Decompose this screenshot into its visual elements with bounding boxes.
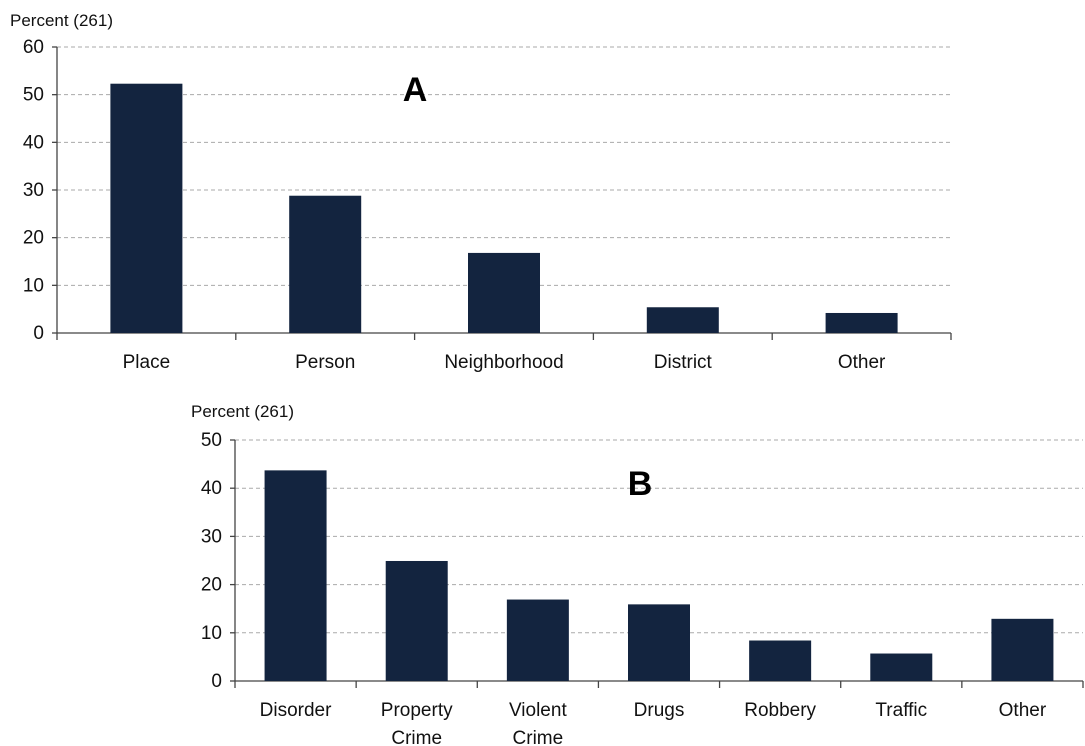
chart-b: 0 10 20 30 40 50 Disorder Property Crime Violent C… (191, 402, 1084, 746)
y-tick-label: 40 (201, 478, 222, 499)
bar-person (289, 195, 362, 333)
y-tick-label: 50 (23, 85, 44, 106)
bar-district (646, 307, 719, 333)
x-category-label: Neighborhood (444, 352, 563, 373)
y-axis-label: Percent (261) (191, 402, 294, 421)
x-category-label: District (654, 352, 713, 373)
y-tick-label: 20 (201, 575, 222, 596)
y-axis-label: Percent (261) (10, 11, 113, 30)
y-tick-label: 30 (201, 526, 222, 547)
y-tick-label: 0 (211, 671, 222, 692)
x-category-label: Robbery (744, 700, 816, 721)
y-tick-label: 30 (23, 180, 44, 201)
bar-other (825, 312, 898, 333)
x-category-label: Other (838, 352, 886, 373)
y-tick-label: 60 (23, 37, 44, 58)
bar-drugs (628, 604, 690, 681)
panel-label: A (403, 71, 428, 109)
x-category-label: Crime (513, 728, 564, 746)
bar-violent-crime (506, 599, 569, 681)
x-category-label: Disorder (260, 700, 332, 721)
x-category-label: Violent (509, 700, 567, 721)
x-category-label: Place (123, 352, 171, 373)
chart-a: 0 10 20 30 40 50 60 Place Person Neighborhood Dist… (10, 11, 952, 373)
bar-robbery (749, 640, 812, 681)
x-category-label: Other (999, 700, 1047, 721)
y-tick-label: 20 (23, 228, 44, 249)
y-tick-label: 50 (201, 430, 222, 451)
x-category-label: Person (295, 352, 355, 373)
bar-neighborhood (468, 252, 540, 333)
x-category-label: Drugs (634, 700, 685, 721)
bar-other (991, 618, 1054, 681)
x-category-label: Crime (391, 728, 442, 746)
x-category-label: Traffic (875, 700, 927, 721)
panel-label: B (628, 465, 653, 503)
y-tick-label: 0 (33, 323, 44, 344)
y-tick-label: 40 (23, 132, 44, 153)
bar-disorder (264, 470, 327, 681)
x-category-label: Property (381, 700, 453, 721)
y-tick-label: 10 (23, 275, 44, 296)
bar-place (110, 83, 183, 333)
bar-property-crime (385, 560, 448, 681)
bar-traffic (870, 653, 933, 681)
y-tick-label: 10 (201, 623, 222, 644)
